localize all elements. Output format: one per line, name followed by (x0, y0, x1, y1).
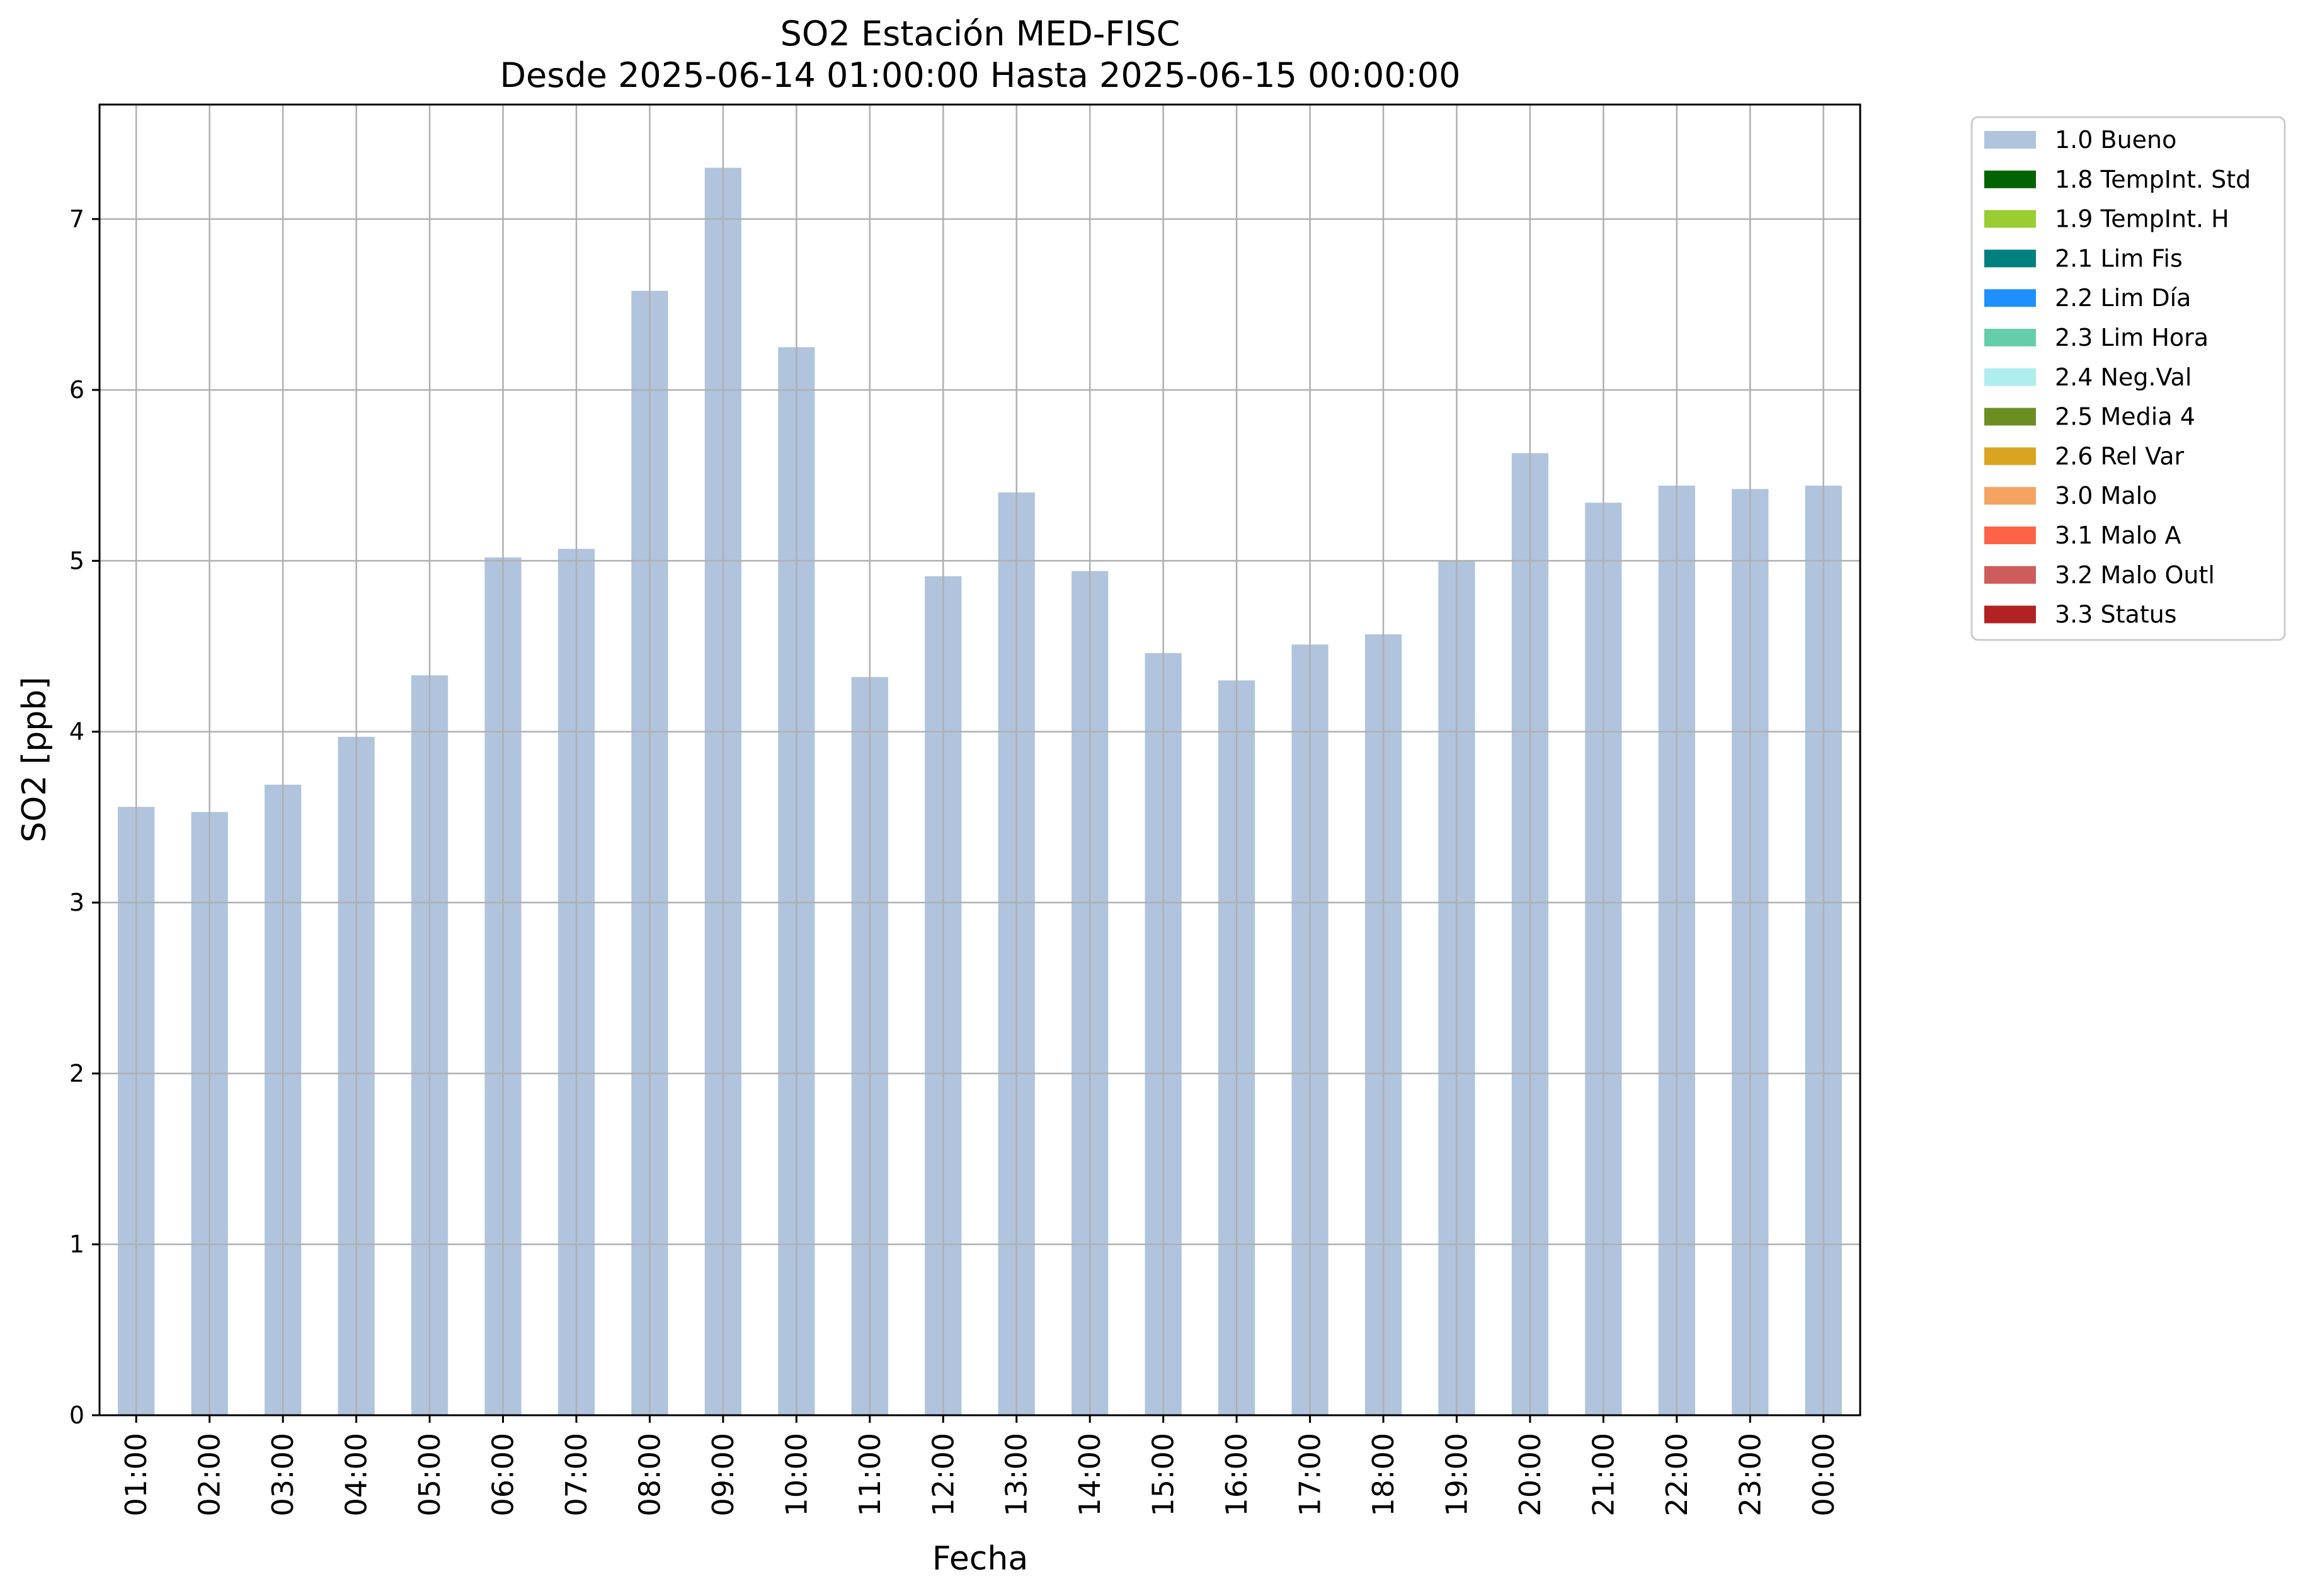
x-tick-label: 08:00 (632, 1433, 666, 1517)
x-tick-label: 16:00 (1220, 1433, 1254, 1517)
x-tick-label: 04:00 (340, 1433, 374, 1517)
x-tick-label: 21:00 (1586, 1433, 1620, 1517)
y-tick-label: 4 (69, 718, 84, 746)
y-tick-label: 2 (69, 1059, 84, 1087)
legend-label: 1.9 TempInt. H (2055, 205, 2229, 233)
legend-swatch (1984, 566, 2036, 584)
x-tick-label: 05:00 (413, 1433, 447, 1517)
legend-swatch (1984, 487, 2036, 505)
legend-swatch (1984, 368, 2036, 386)
x-tick-label: 12:00 (926, 1433, 960, 1517)
legend-swatch (1984, 527, 2036, 544)
legend-label: 3.0 Malo (2055, 482, 2157, 510)
chart-title-line1: SO2 Estación MED-FISC (780, 14, 1180, 54)
x-tick-label: 15:00 (1146, 1433, 1180, 1517)
plot-frame (98, 103, 1861, 1416)
y-tick-label: 1 (69, 1231, 84, 1258)
x-axis-label: Fecha (932, 1540, 1028, 1578)
legend: 1.0 Bueno 1.8 TempInt. Std 1.9 TempInt. H 2… (1970, 116, 2286, 641)
y-tick-label: 6 (69, 376, 84, 404)
legend-swatch (1984, 170, 2036, 188)
y-tick-label: 7 (69, 205, 84, 233)
legend-label: 3.2 Malo Outl (2055, 561, 2215, 589)
x-tick-label: 14:00 (1073, 1433, 1107, 1517)
legend-swatch (1984, 249, 2036, 268)
legend-swatch (1984, 605, 2036, 624)
x-tick-label: 17:00 (1293, 1433, 1327, 1517)
legend-swatch (1984, 329, 2036, 346)
legend-label: 2.4 Neg.Val (2055, 363, 2192, 391)
x-tick-label: 07:00 (559, 1433, 593, 1517)
x-tick-label: 10:00 (779, 1433, 813, 1517)
x-axis-ticks: 01:00 02:00 03:00 04:00 05:00 06:00 07:00 08:00… (119, 1415, 1841, 1517)
x-tick-label: 19:00 (1439, 1433, 1473, 1517)
legend-label: 2.2 Lim Día (2055, 284, 2191, 312)
y-axis-label: SO2 [ppb] (16, 676, 54, 842)
y-axis-ticks: 0 1 2 3 4 5 6 7 (69, 205, 100, 1429)
y-tick-label: 3 (69, 889, 84, 916)
legend-label: 3.3 Status (2055, 601, 2177, 629)
legend-swatch (1984, 131, 2036, 149)
legend-swatch (1984, 408, 2036, 426)
legend-box (1970, 116, 2286, 641)
legend-label: 3.1 Malo A (2055, 522, 2181, 549)
x-tick-label: 20:00 (1513, 1433, 1547, 1517)
grid (100, 105, 1860, 1416)
legend-label: 2.1 Lim Fis (2055, 244, 2183, 272)
x-tick-label: 23:00 (1733, 1433, 1767, 1517)
legend-label: 1.0 Bueno (2055, 126, 2176, 154)
x-tick-label: 01:00 (119, 1433, 153, 1517)
chart-title-line2: Desde 2025-06-14 01:00:00 Hasta 2025-06-… (500, 55, 1460, 95)
x-tick-label: 06:00 (486, 1433, 520, 1517)
legend-swatch (1984, 447, 2036, 465)
legend-label: 2.6 Rel Var (2055, 442, 2185, 470)
x-tick-label: 02:00 (193, 1433, 227, 1517)
legend-label: 1.8 TempInt. Std (2055, 166, 2251, 193)
legend-swatch (1984, 210, 2036, 228)
y-tick-label: 0 (69, 1401, 84, 1429)
legend-label: 2.5 Media 4 (2055, 403, 2195, 431)
x-tick-label: 22:00 (1660, 1433, 1694, 1517)
legend-swatch (1984, 289, 2036, 307)
y-tick-label: 5 (69, 547, 84, 574)
x-tick-label: 11:00 (853, 1433, 887, 1517)
x-tick-label: 03:00 (266, 1433, 300, 1517)
x-tick-label: 13:00 (1000, 1433, 1034, 1517)
x-tick-label: 18:00 (1366, 1433, 1400, 1517)
x-tick-label: 09:00 (706, 1433, 740, 1517)
x-tick-label: 00:00 (1807, 1433, 1841, 1517)
legend-label: 2.3 Lim Hora (2055, 324, 2209, 351)
